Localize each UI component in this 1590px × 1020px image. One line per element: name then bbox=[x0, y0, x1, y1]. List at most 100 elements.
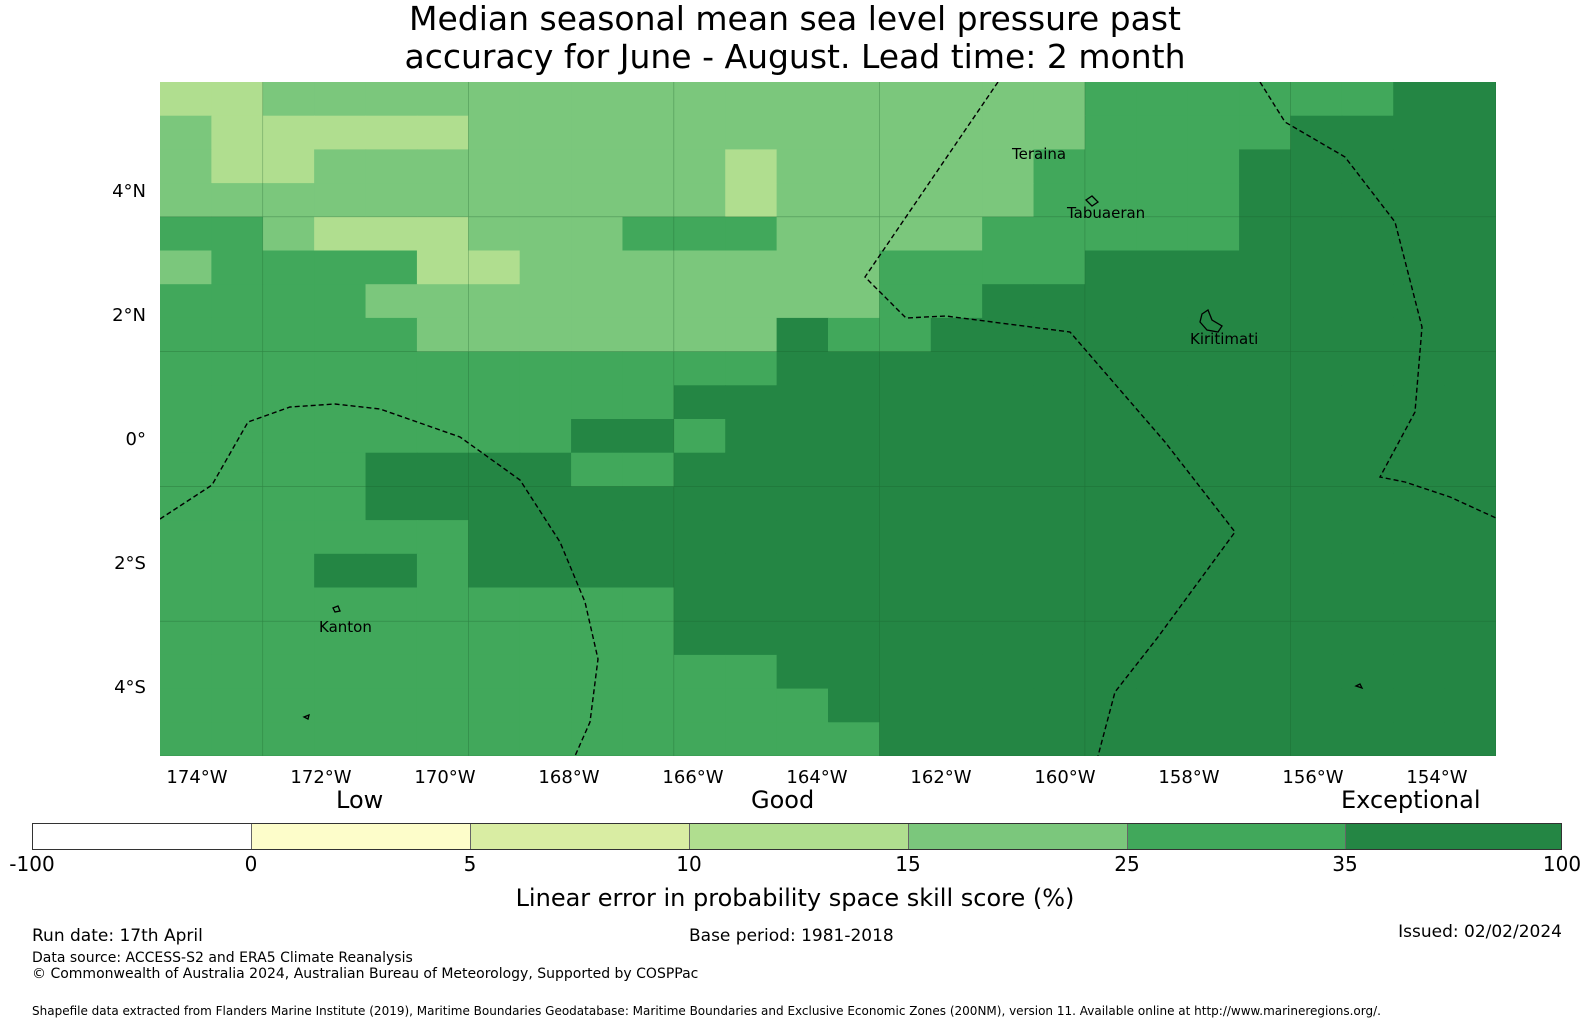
skill-cell bbox=[1290, 486, 1343, 521]
skill-cell bbox=[1393, 486, 1446, 521]
skill-cell bbox=[982, 688, 1035, 723]
skill-cell bbox=[365, 250, 418, 285]
skill-cell bbox=[828, 722, 880, 756]
skill-cell bbox=[930, 351, 983, 386]
skill-cell bbox=[1033, 486, 1086, 521]
skill-cell bbox=[416, 520, 469, 555]
skill-cell bbox=[1290, 587, 1343, 622]
skill-cell bbox=[365, 452, 418, 487]
skill-cell bbox=[571, 688, 624, 723]
colorbar-segment-neg100-0 bbox=[33, 824, 252, 849]
skill-cell bbox=[1033, 317, 1086, 353]
lon-label-168w: 168°W bbox=[538, 767, 600, 788]
skill-cell bbox=[1187, 688, 1240, 723]
skill-cell bbox=[1187, 654, 1240, 690]
skill-cell bbox=[622, 115, 675, 150]
skill-cell bbox=[1084, 317, 1137, 353]
skill-cell bbox=[416, 183, 469, 218]
skill-cell bbox=[879, 520, 932, 555]
skill-cell bbox=[828, 520, 880, 555]
skill-cell bbox=[571, 520, 624, 555]
skill-cell bbox=[725, 722, 778, 756]
skill-cell bbox=[1341, 688, 1394, 723]
skill-cell bbox=[262, 250, 315, 285]
skill-cell bbox=[673, 317, 726, 353]
skill-cell bbox=[725, 553, 778, 589]
skill-cell bbox=[468, 587, 521, 622]
skill-cell bbox=[622, 621, 675, 656]
skill-cell bbox=[1136, 183, 1189, 218]
colorbar-tick-25: 25 bbox=[1114, 852, 1140, 876]
skill-cell bbox=[416, 317, 469, 353]
skill-cell bbox=[725, 149, 778, 184]
skill-cell bbox=[930, 385, 983, 420]
skill-cell bbox=[571, 115, 624, 150]
skill-cell bbox=[1341, 284, 1394, 319]
skill-cell bbox=[519, 216, 572, 252]
skill-cell bbox=[1136, 317, 1189, 353]
skill-cell bbox=[1341, 621, 1394, 656]
skill-cell bbox=[1393, 722, 1446, 756]
skill-cell bbox=[828, 452, 880, 487]
skill-cell bbox=[622, 351, 675, 386]
lat-label-2s: 2°S bbox=[114, 553, 146, 574]
skill-cell bbox=[879, 654, 932, 690]
skill-cell bbox=[725, 654, 778, 690]
skill-cell bbox=[468, 553, 521, 589]
skill-cell bbox=[930, 520, 983, 555]
skill-cell bbox=[416, 419, 469, 454]
skill-cell bbox=[519, 452, 572, 487]
skill-cell bbox=[365, 385, 418, 420]
skill-cell bbox=[365, 621, 418, 656]
skill-cell bbox=[468, 520, 521, 555]
skill-cell bbox=[1341, 149, 1394, 184]
skill-cell bbox=[160, 149, 212, 184]
skill-cell bbox=[211, 520, 264, 555]
skill-cell bbox=[519, 250, 572, 285]
skill-cell bbox=[982, 115, 1035, 150]
skill-cell bbox=[1136, 250, 1189, 285]
skill-cell bbox=[416, 250, 469, 285]
skill-cell bbox=[776, 419, 829, 454]
skill-cell bbox=[879, 351, 932, 386]
skill-cell bbox=[1239, 284, 1292, 319]
skill-cell bbox=[262, 520, 315, 555]
skill-cell bbox=[160, 452, 212, 487]
island-small-2 bbox=[302, 713, 310, 720]
skill-cell bbox=[365, 183, 418, 218]
skill-cell bbox=[314, 553, 367, 589]
skill-cell bbox=[211, 317, 264, 353]
skill-cell bbox=[262, 351, 315, 386]
skill-cell bbox=[982, 284, 1035, 319]
skill-cell bbox=[1444, 688, 1496, 723]
skill-cell bbox=[1187, 385, 1240, 420]
skill-cell bbox=[828, 587, 880, 622]
skill-cell bbox=[1033, 621, 1086, 656]
skill-cell bbox=[930, 419, 983, 454]
skill-cell bbox=[1393, 520, 1446, 555]
skill-cell bbox=[1239, 520, 1292, 555]
skill-cell bbox=[982, 520, 1035, 555]
skill-cell bbox=[519, 183, 572, 218]
skill-cell bbox=[1393, 621, 1446, 656]
skill-cell bbox=[622, 452, 675, 487]
skill-cell bbox=[776, 149, 829, 184]
skill-cell bbox=[416, 284, 469, 319]
skill-cell bbox=[1239, 351, 1292, 386]
skill-cell bbox=[930, 688, 983, 723]
skill-cell bbox=[930, 82, 983, 117]
skill-cell bbox=[519, 688, 572, 723]
skill-cell bbox=[571, 553, 624, 589]
skill-cell bbox=[1084, 722, 1137, 756]
skill-cell bbox=[982, 149, 1035, 184]
skill-cell bbox=[468, 115, 521, 150]
skill-cell bbox=[211, 250, 264, 285]
skill-cell bbox=[828, 284, 880, 319]
skill-cell bbox=[160, 654, 212, 690]
skill-cell bbox=[1033, 722, 1086, 756]
skill-cell bbox=[776, 183, 829, 218]
skill-cell bbox=[571, 149, 624, 184]
skill-cell bbox=[776, 452, 829, 487]
skill-cell bbox=[211, 452, 264, 487]
island-tabuaeran bbox=[1084, 195, 1100, 207]
